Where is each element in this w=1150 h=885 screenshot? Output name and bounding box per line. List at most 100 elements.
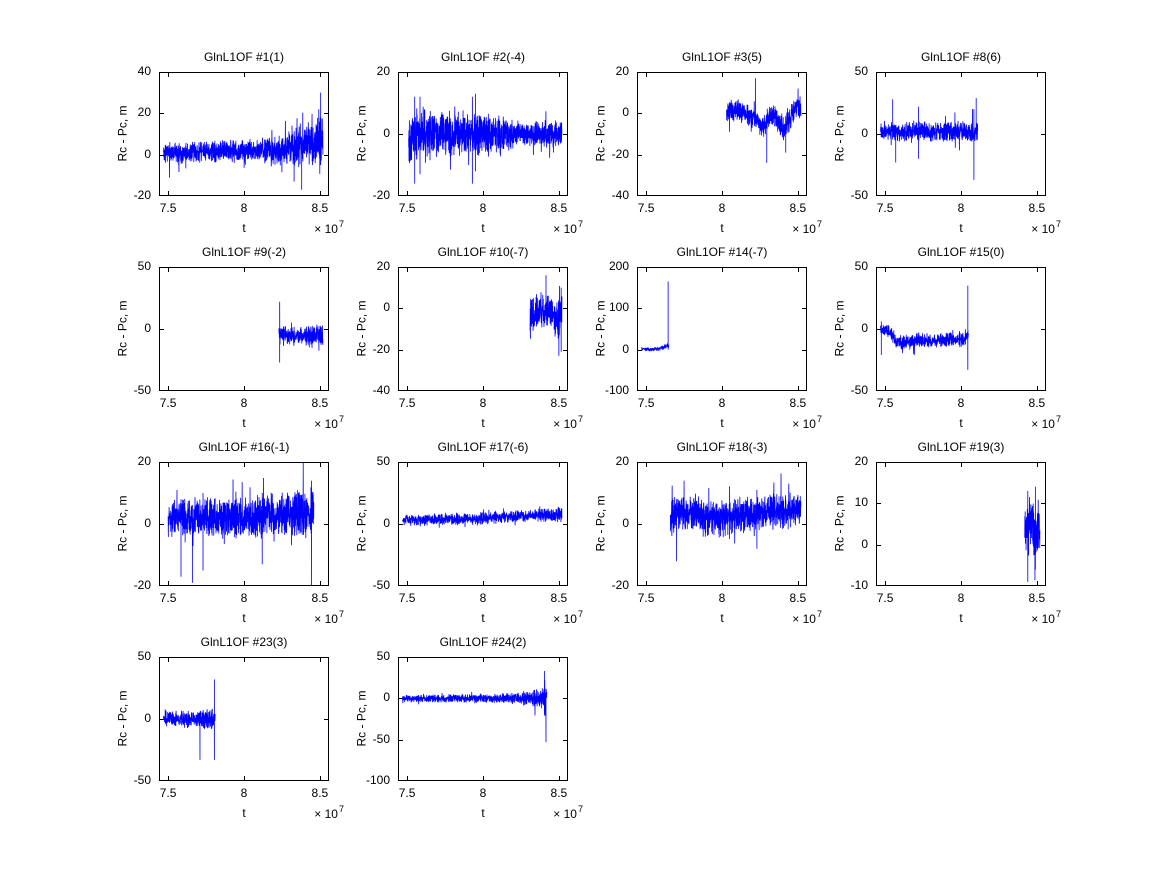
y-tick-label: 0 <box>383 690 390 705</box>
x-tick-label: 7.5 <box>398 786 416 800</box>
x-axis-label: t <box>242 611 246 625</box>
y-tick-label: 20 <box>137 454 151 468</box>
x-tick-label: 8 <box>479 396 487 410</box>
exponent-base: × 10 <box>553 417 577 431</box>
y-axis-label: Rc - Pc, m <box>354 690 369 747</box>
y-tick-label: 0 <box>144 146 151 161</box>
y-tick-label: 0 <box>383 126 390 140</box>
x-tick-label: 8 <box>957 201 965 215</box>
x-axis-exponent: × 107 <box>159 804 344 821</box>
x-tick-label: 8.5 <box>311 201 329 215</box>
x-axis-label: t <box>242 806 246 820</box>
exponent-power: 7 <box>338 804 344 814</box>
x-tick-label: 8 <box>957 396 965 410</box>
y-tick-label: -50 <box>133 773 151 787</box>
x-axis-label: t <box>959 611 963 625</box>
subplot-title: GlnL1OF #1(1) <box>203 50 285 64</box>
x-axis-exponent: × 107 <box>159 609 344 626</box>
exponent-power: 7 <box>1055 414 1061 424</box>
subplot-title: GlnL1OF #15(0) <box>917 245 1005 259</box>
y-axis-label: Rc - Pc, m <box>593 105 608 162</box>
y-tick-label: -50 <box>372 578 390 592</box>
plot-area <box>637 462 807 586</box>
subplot-title: GlnL1OF #3(5) <box>681 50 763 64</box>
subplot-title: GlnL1OF #2(-4) <box>440 50 526 64</box>
y-tick-label: 10 <box>854 495 868 510</box>
y-tick-label: 0 <box>383 300 390 315</box>
x-tick-label: 8.5 <box>550 786 568 800</box>
y-tick-label: 200 <box>608 259 629 273</box>
exponent-power: 7 <box>338 609 344 619</box>
x-axis-exponent: × 107 <box>637 414 822 431</box>
x-tick-label: 7.5 <box>159 201 177 215</box>
y-tick-label: 50 <box>376 649 390 663</box>
x-axis-label: t <box>481 221 485 235</box>
y-tick-label: -50 <box>850 383 868 397</box>
exponent-base: × 10 <box>1031 222 1055 236</box>
x-axis-exponent: × 107 <box>398 414 583 431</box>
plot-area <box>637 72 807 196</box>
plot-area <box>876 72 1046 196</box>
x-axis-exponent: × 107 <box>159 219 344 236</box>
exponent-power: 7 <box>577 414 583 424</box>
x-axis-label: t <box>481 611 485 625</box>
subplot: GlnL1OF #15(0) Rc - Pc, m t × 107 7.5 8 8.… <box>821 245 1066 447</box>
exponent-power: 7 <box>577 804 583 814</box>
y-tick-label: 50 <box>137 649 151 663</box>
y-tick-label: 0 <box>144 711 151 725</box>
subplot: GlnL1OF #1(1) Rc - Pc, m t × 107 7.5 8 8.5… <box>104 50 349 252</box>
subplot: GlnL1OF #8(6) Rc - Pc, m t × 107 7.5 8 8.5… <box>821 50 1066 252</box>
subplot: GlnL1OF #17(-6) Rc - Pc, m t × 107 7.5 8 8… <box>343 440 588 642</box>
exponent-power: 7 <box>338 219 344 229</box>
y-tick-label: 0 <box>622 341 629 356</box>
exponent-base: × 10 <box>1031 612 1055 626</box>
subplot: GlnL1OF #10(-7) Rc - Pc, m t × 107 7.5 8 8… <box>343 245 588 447</box>
exponent-base: × 10 <box>553 807 577 821</box>
y-tick-label: -40 <box>372 383 390 397</box>
y-tick-label: 20 <box>615 64 629 78</box>
y-tick-label: 0 <box>144 321 151 335</box>
subplot-title: GlnL1OF #19(3) <box>917 440 1005 454</box>
x-axis-label: t <box>720 416 724 430</box>
exponent-power: 7 <box>338 414 344 424</box>
plot-area <box>398 462 568 586</box>
subplot: GlnL1OF #14(-7) Rc - Pc, m t × 107 7.5 8 8… <box>582 245 827 447</box>
x-tick-label: 8.5 <box>311 396 329 410</box>
subplot: GlnL1OF #2(-4) Rc - Pc, m t × 107 7.5 8 8.… <box>343 50 588 252</box>
y-tick-label: 0 <box>622 516 629 530</box>
y-tick-label: -20 <box>372 341 390 356</box>
subplot-title: GlnL1OF #8(6) <box>920 50 1002 64</box>
y-axis-label: Rc - Pc, m <box>832 495 847 552</box>
y-tick-label: 40 <box>137 64 151 78</box>
exponent-power: 7 <box>816 414 822 424</box>
x-tick-label: 7.5 <box>876 201 894 215</box>
x-tick-label: 8 <box>240 591 248 605</box>
x-tick-label: 8.5 <box>550 396 568 410</box>
x-tick-label: 8.5 <box>311 591 329 605</box>
x-tick-label: 7.5 <box>398 591 416 605</box>
exponent-base: × 10 <box>553 612 577 626</box>
x-axis-exponent: × 107 <box>637 609 822 626</box>
exponent-base: × 10 <box>314 417 338 431</box>
x-tick-label: 7.5 <box>637 201 655 215</box>
subplot: GlnL1OF #16(-1) Rc - Pc, m t × 107 7.5 8 8… <box>104 440 349 642</box>
subplot-title: GlnL1OF #9(-2) <box>201 245 287 259</box>
x-tick-label: 8.5 <box>1028 201 1046 215</box>
subplot: GlnL1OF #23(3) Rc - Pc, m t × 107 7.5 8 8.… <box>104 635 349 837</box>
plot-area <box>876 267 1046 391</box>
subplot-title: GlnL1OF #17(-6) <box>437 440 529 454</box>
y-tick-label: 0 <box>861 126 868 140</box>
exponent-power: 7 <box>1055 219 1061 229</box>
y-tick-label: 20 <box>137 105 151 120</box>
x-tick-label: 8 <box>718 201 726 215</box>
exponent-base: × 10 <box>314 222 338 236</box>
y-tick-label: 20 <box>376 259 390 273</box>
x-tick-label: 8 <box>718 591 726 605</box>
x-axis-exponent: × 107 <box>876 609 1061 626</box>
y-tick-label: -10 <box>850 578 868 592</box>
y-tick-label: -20 <box>611 578 629 592</box>
x-tick-label: 8 <box>240 201 248 215</box>
x-axis-label: t <box>720 221 724 235</box>
x-axis-exponent: × 107 <box>876 414 1061 431</box>
